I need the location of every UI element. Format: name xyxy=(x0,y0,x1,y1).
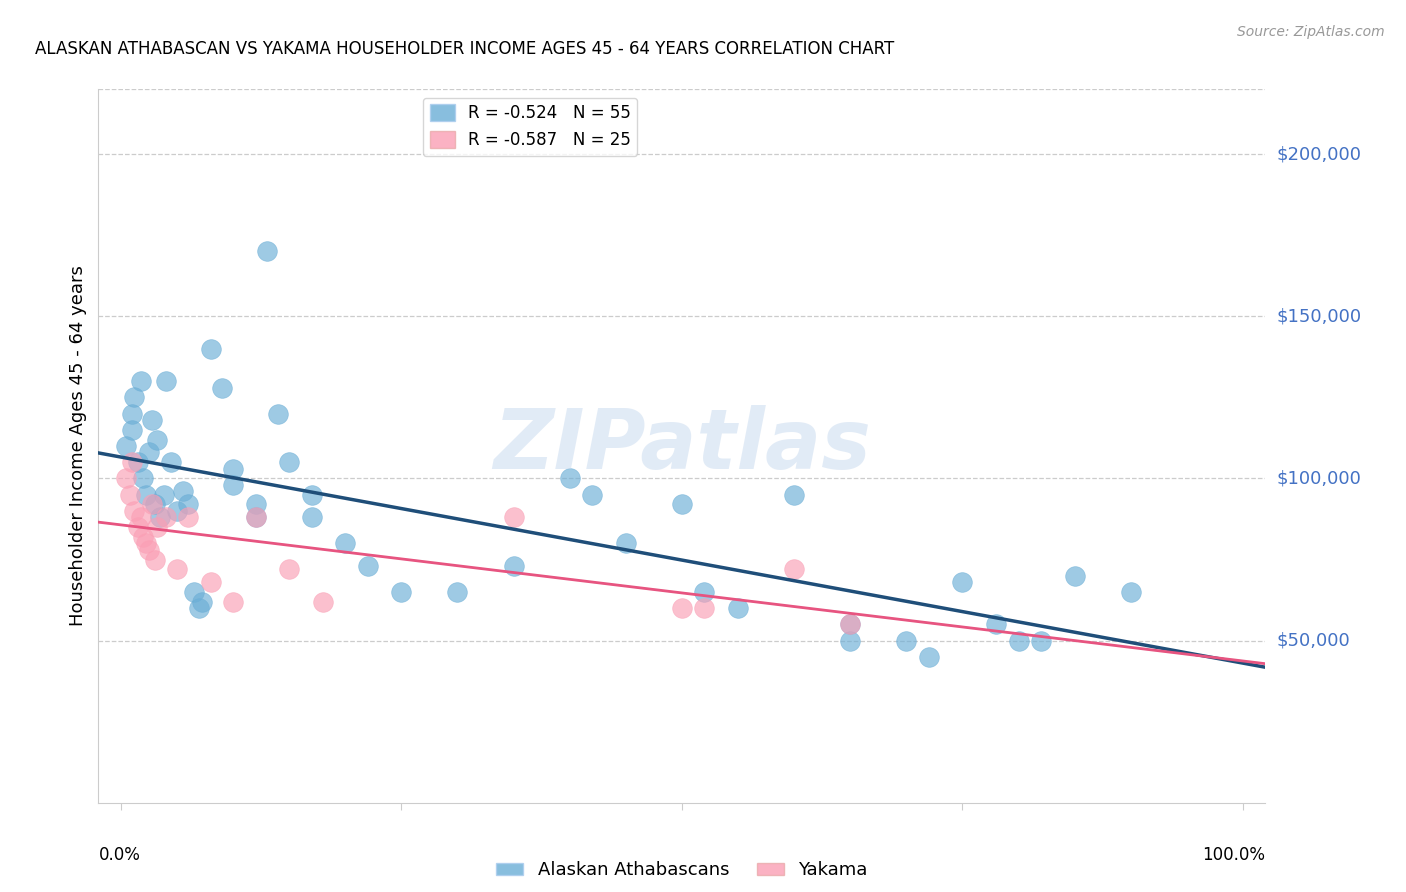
Text: 100.0%: 100.0% xyxy=(1202,846,1265,863)
Point xyxy=(132,471,155,485)
Point xyxy=(502,510,524,524)
Legend: Alaskan Athabascans, Yakama: Alaskan Athabascans, Yakama xyxy=(489,855,875,887)
Point xyxy=(671,497,693,511)
Point xyxy=(160,455,183,469)
Point xyxy=(952,575,974,590)
Point xyxy=(183,585,205,599)
Point xyxy=(614,536,637,550)
Point xyxy=(245,510,267,524)
Point xyxy=(127,455,149,469)
Point xyxy=(166,562,188,576)
Point xyxy=(222,478,245,492)
Point xyxy=(115,439,138,453)
Point xyxy=(1029,633,1052,648)
Point xyxy=(301,488,323,502)
Point xyxy=(152,488,174,502)
Point xyxy=(502,559,524,574)
Text: 0.0%: 0.0% xyxy=(98,846,141,863)
Point xyxy=(558,471,581,485)
Point xyxy=(129,374,152,388)
Point xyxy=(141,413,163,427)
Point xyxy=(256,244,278,259)
Point xyxy=(278,562,301,576)
Point xyxy=(138,542,160,557)
Point xyxy=(693,601,716,615)
Point xyxy=(267,407,290,421)
Point xyxy=(1007,633,1029,648)
Text: $100,000: $100,000 xyxy=(1277,469,1361,487)
Point xyxy=(177,510,200,524)
Point xyxy=(312,595,335,609)
Point xyxy=(222,595,245,609)
Point xyxy=(1119,585,1142,599)
Text: $150,000: $150,000 xyxy=(1277,307,1361,326)
Point xyxy=(200,342,222,356)
Point xyxy=(245,497,267,511)
Point xyxy=(177,497,200,511)
Point xyxy=(896,633,918,648)
Point xyxy=(783,562,806,576)
Point xyxy=(143,552,166,566)
Point xyxy=(121,455,143,469)
Point xyxy=(166,504,188,518)
Point xyxy=(118,488,141,502)
Point xyxy=(129,510,152,524)
Point xyxy=(839,633,862,648)
Point xyxy=(141,497,163,511)
Point xyxy=(446,585,468,599)
Point xyxy=(245,510,267,524)
Point xyxy=(143,497,166,511)
Point xyxy=(127,520,149,534)
Point xyxy=(188,601,211,615)
Point xyxy=(124,504,146,518)
Point xyxy=(783,488,806,502)
Point xyxy=(146,520,169,534)
Point xyxy=(121,423,143,437)
Point xyxy=(115,471,138,485)
Point xyxy=(190,595,212,609)
Point xyxy=(172,484,194,499)
Point xyxy=(138,445,160,459)
Text: $200,000: $200,000 xyxy=(1277,145,1361,163)
Text: ALASKAN ATHABASCAN VS YAKAMA HOUSEHOLDER INCOME AGES 45 - 64 YEARS CORRELATION C: ALASKAN ATHABASCAN VS YAKAMA HOUSEHOLDER… xyxy=(35,40,894,58)
Y-axis label: Householder Income Ages 45 - 64 years: Householder Income Ages 45 - 64 years xyxy=(69,266,87,626)
Point xyxy=(278,455,301,469)
Point xyxy=(984,617,1007,632)
Point xyxy=(839,617,862,632)
Point xyxy=(693,585,716,599)
Point xyxy=(155,374,177,388)
Point xyxy=(135,488,157,502)
Point xyxy=(1063,568,1085,582)
Point xyxy=(135,536,157,550)
Point xyxy=(155,510,177,524)
Point xyxy=(301,510,323,524)
Point xyxy=(357,559,380,574)
Point xyxy=(211,381,233,395)
Point xyxy=(132,530,155,544)
Point xyxy=(149,510,172,524)
Point xyxy=(389,585,412,599)
Point xyxy=(839,617,862,632)
Point xyxy=(222,461,245,475)
Point xyxy=(124,390,146,404)
Point xyxy=(671,601,693,615)
Point xyxy=(727,601,749,615)
Point xyxy=(146,433,169,447)
Text: $50,000: $50,000 xyxy=(1277,632,1350,649)
Point xyxy=(581,488,603,502)
Point xyxy=(335,536,357,550)
Point xyxy=(918,649,941,664)
Point xyxy=(121,407,143,421)
Text: ZIPatlas: ZIPatlas xyxy=(494,406,870,486)
Text: Source: ZipAtlas.com: Source: ZipAtlas.com xyxy=(1237,25,1385,39)
Point xyxy=(200,575,222,590)
